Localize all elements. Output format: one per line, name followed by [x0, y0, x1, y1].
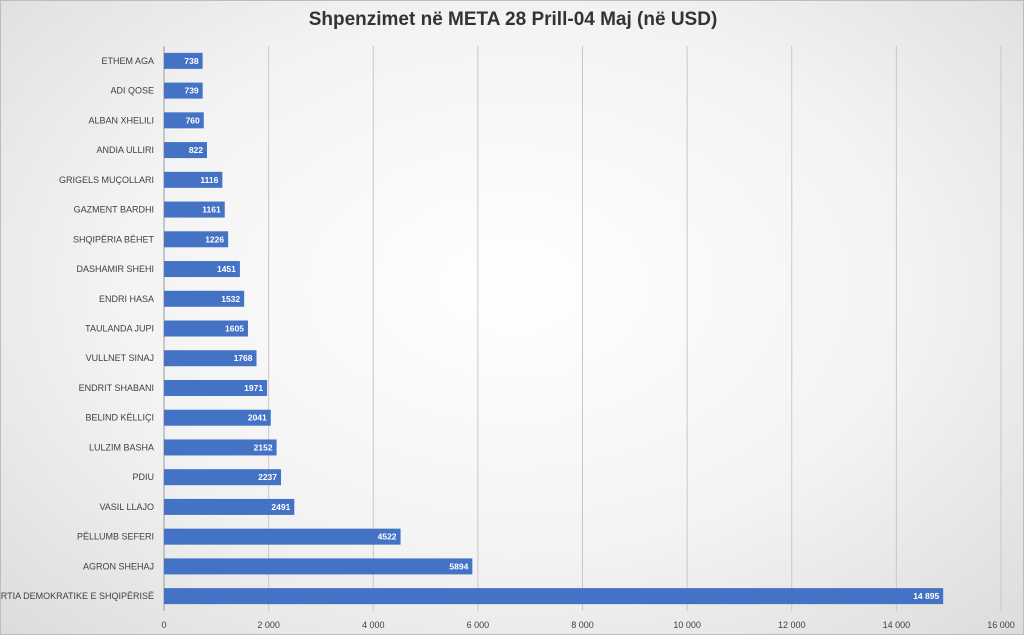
chart-title: Shpenzimet në META 28 Prill-04 Maj (në U…	[308, 9, 718, 30]
category-label: ANDIA ULLIRI	[96, 145, 154, 155]
category-label: PËLLUMB SEFERI	[77, 532, 154, 542]
x-tick-label: 14 000	[883, 620, 911, 630]
bar	[164, 261, 240, 278]
category-label: ENDRI HASA	[99, 294, 154, 304]
category-label: ETHEM AGA	[101, 56, 154, 66]
data-label: 738	[184, 56, 198, 66]
data-label: 739	[184, 86, 198, 96]
bar	[164, 498, 295, 515]
data-label: 2152	[254, 442, 273, 452]
x-tick-label: 12 000	[778, 620, 806, 630]
data-label: 1971	[244, 383, 263, 393]
data-label: 5894	[449, 561, 468, 571]
category-label: SHQIPËRIA BËHET	[73, 234, 155, 244]
bar	[164, 528, 401, 545]
x-tick-label: 4 000	[362, 620, 385, 630]
data-label: 822	[189, 145, 203, 155]
category-label: ADI QOSE	[110, 86, 154, 96]
data-label: 760	[186, 115, 200, 125]
data-label: 1532	[221, 294, 240, 304]
bar	[164, 82, 203, 99]
bar	[164, 379, 268, 396]
bar	[164, 171, 223, 188]
category-label: GAZMENT BARDHI	[74, 205, 154, 215]
bar	[164, 350, 257, 367]
bar	[164, 201, 225, 218]
category-label: PDIU	[132, 472, 154, 482]
category-label: LULZIM BASHA	[89, 442, 154, 452]
category-label: VULLNET SINAJ	[86, 353, 154, 363]
category-label: PARTIA DEMOKRATIKE E SHQIPËRISË	[1, 591, 154, 601]
category-label: ENDRIT SHABANI	[79, 383, 154, 393]
bar	[164, 231, 229, 248]
bar	[164, 469, 282, 486]
bar	[164, 142, 208, 159]
x-tick-label: 8 000	[571, 620, 594, 630]
category-label: BELIND KËLLIÇI	[85, 413, 154, 423]
category-label: DASHAMIR SHEHI	[76, 264, 154, 274]
category-label: AGRON SHEHAJ	[83, 561, 154, 571]
data-label: 2491	[271, 502, 290, 512]
data-label: 2237	[258, 472, 277, 482]
x-tick-label: 0	[161, 620, 166, 630]
data-label: 2041	[248, 413, 267, 423]
data-label: 4522	[378, 532, 397, 542]
data-label: 1451	[217, 264, 236, 274]
x-tick-label: 16 000	[987, 620, 1015, 630]
x-tick-label: 10 000	[673, 620, 701, 630]
bar	[164, 439, 277, 456]
category-label: GRIGELS MUÇOLLARI	[59, 175, 154, 185]
data-label: 14 895	[913, 591, 939, 601]
x-tick-label: 2 000	[257, 620, 280, 630]
category-label: VASIL LLAJO	[99, 502, 154, 512]
data-label: 1768	[234, 353, 253, 363]
data-label: 1605	[225, 324, 244, 334]
x-tick-label: 6 000	[467, 620, 490, 630]
data-label: 1116	[200, 175, 218, 185]
bar	[164, 558, 473, 575]
category-label: ALBAN XHELILI	[88, 115, 154, 125]
category-label: TAULANDA JUPI	[85, 324, 154, 334]
bar	[164, 588, 944, 605]
bar	[164, 112, 204, 129]
bar	[164, 409, 271, 426]
data-label: 1161	[202, 205, 221, 215]
bar	[164, 320, 248, 337]
bar	[164, 52, 203, 69]
bar	[164, 290, 245, 307]
data-label: 1226	[205, 234, 224, 244]
